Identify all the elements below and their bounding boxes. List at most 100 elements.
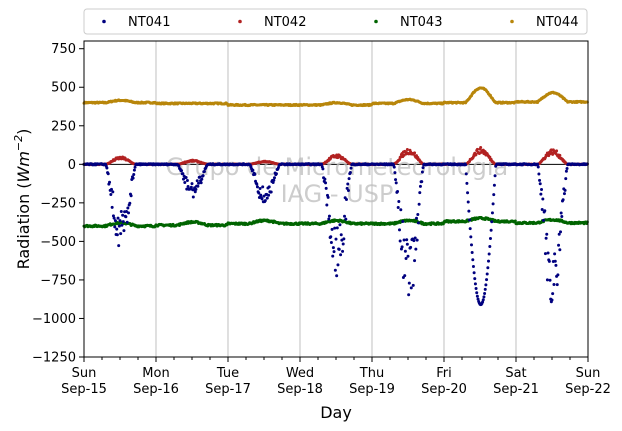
data-point	[405, 242, 409, 246]
data-point	[544, 236, 548, 240]
data-point	[189, 185, 193, 189]
data-point	[418, 184, 422, 188]
data-point	[562, 192, 566, 196]
x-tick-label-date: Sep-21	[493, 382, 539, 397]
data-point	[559, 211, 563, 215]
data-point	[559, 230, 563, 234]
x-tick-label-date: Sep-16	[133, 382, 179, 397]
data-point	[493, 174, 497, 178]
data-point	[320, 162, 324, 166]
data-point	[411, 283, 415, 287]
data-point	[197, 181, 201, 185]
data-point	[492, 183, 496, 187]
data-point	[464, 163, 468, 167]
data-point	[475, 294, 479, 298]
data-point	[464, 172, 468, 176]
data-point	[186, 185, 190, 189]
data-point	[413, 236, 417, 240]
data-point	[473, 277, 477, 281]
y-axis: 750 500 250 0 −250 −500 −750 −1000 −1250	[32, 42, 84, 366]
data-point	[394, 181, 398, 185]
data-point	[120, 223, 124, 227]
data-point	[329, 235, 333, 239]
data-point	[257, 191, 261, 195]
data-point	[344, 217, 348, 221]
data-point	[327, 214, 331, 218]
data-point	[321, 167, 325, 171]
data-point	[543, 252, 547, 256]
data-point	[486, 266, 490, 270]
data-point	[338, 223, 342, 227]
data-point	[468, 218, 472, 222]
data-point	[470, 251, 474, 255]
data-point	[199, 181, 203, 185]
data-point	[416, 213, 420, 217]
data-point	[565, 167, 569, 171]
data-point	[198, 175, 202, 179]
data-point	[513, 219, 517, 223]
data-point	[488, 237, 492, 241]
data-point	[564, 177, 568, 181]
data-point	[489, 228, 493, 232]
x-axis-title: Day	[320, 403, 352, 422]
series-NT041	[82, 162, 589, 307]
data-point	[407, 281, 411, 285]
data-point	[272, 178, 276, 182]
data-point	[393, 171, 397, 175]
data-point	[337, 247, 341, 251]
data-point	[551, 152, 555, 156]
data-point	[325, 203, 329, 207]
data-point	[195, 179, 199, 183]
data-point	[406, 254, 410, 258]
data-point	[413, 259, 417, 263]
data-point	[403, 249, 407, 253]
series-NT044	[82, 86, 589, 108]
legend-marker-NT043	[374, 19, 378, 24]
data-point	[552, 283, 556, 287]
data-point	[129, 194, 133, 198]
watermark-text: IAG - USP	[281, 180, 394, 208]
data-point	[541, 218, 545, 222]
legend-marker-NT041	[102, 19, 106, 24]
data-point	[327, 217, 331, 221]
data-point	[119, 232, 123, 236]
data-point	[121, 220, 125, 224]
data-point	[396, 189, 400, 193]
data-point	[475, 147, 479, 151]
x-tick-label-day: Fri	[436, 366, 452, 381]
x-grid	[155, 41, 517, 357]
data-point	[396, 205, 400, 209]
data-point	[414, 247, 418, 251]
data-point	[111, 214, 115, 218]
y-tick-label: −500	[40, 235, 76, 250]
data-point	[555, 149, 559, 153]
x-tick-label-day: Sat	[505, 366, 526, 381]
data-point	[329, 240, 333, 244]
y-axis-title: Radiation (Wm−2)	[12, 129, 33, 270]
data-point	[117, 224, 121, 228]
data-point	[405, 148, 409, 152]
data-point	[469, 235, 473, 239]
series-NT043	[82, 215, 589, 229]
data-point	[132, 168, 136, 172]
data-point	[116, 216, 120, 220]
legend-items: NT041 NT042 NT043 NT044	[102, 15, 578, 30]
data-point	[193, 190, 197, 194]
x-axis: SunSep-15MonSep-16TueSep-17WedSep-18ThuS…	[61, 357, 611, 397]
data-point	[124, 215, 128, 219]
data-point	[483, 291, 487, 295]
data-point	[487, 252, 491, 256]
data-point	[553, 259, 557, 263]
y-tick-label: −250	[40, 196, 76, 211]
legend-label-NT043: NT043	[400, 15, 442, 30]
data-point	[545, 232, 549, 236]
y-tick-label: −1000	[32, 312, 76, 327]
data-point	[539, 192, 543, 196]
data-point	[492, 193, 496, 197]
data-point	[339, 253, 343, 257]
data-point	[482, 295, 486, 299]
legend-marker-NT042	[238, 19, 242, 24]
data-point	[537, 172, 541, 176]
data-points	[82, 86, 589, 307]
